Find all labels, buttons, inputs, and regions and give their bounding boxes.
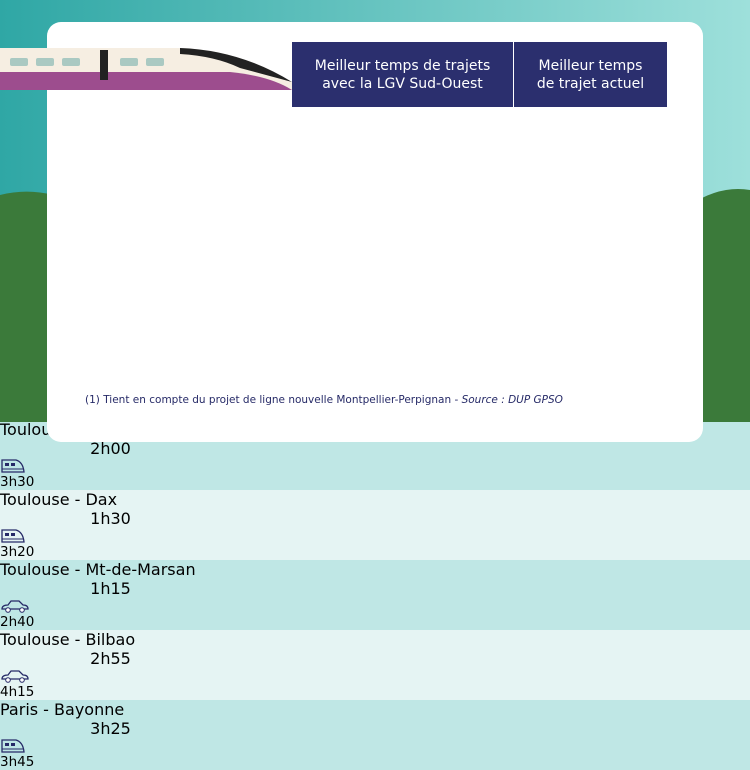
route: Paris - Bayonne xyxy=(0,700,125,719)
car-icon xyxy=(1,670,29,683)
route: Toulouse - Dax xyxy=(0,490,118,509)
header-current: Meilleur temps de trajet actuel xyxy=(514,42,667,107)
footnote-source: Source : DUP GPSO xyxy=(461,394,563,406)
current-time: 2h40 xyxy=(0,614,35,630)
current-time: 3h30 xyxy=(0,474,35,490)
route: Toulouse - Mt-de-Marsan xyxy=(0,560,196,579)
route: Toulouse - Bilbao xyxy=(0,630,136,649)
lgv-time: 3h25 xyxy=(0,719,221,738)
table-row: Toulouse - Mt-de-Marsan 1h15 2h40 xyxy=(0,560,750,630)
mode-icon xyxy=(0,598,750,614)
table-row: Toulouse - Bilbao 2h55 4h15 xyxy=(0,630,750,700)
mode-icon xyxy=(0,458,750,474)
mode-icon xyxy=(0,528,750,544)
footnote: (1) Tient en compte du projet de ligne n… xyxy=(85,394,563,406)
train-icon xyxy=(1,739,25,753)
footnote-text: (1) Tient en compte du projet de ligne n… xyxy=(85,394,462,406)
table-row: Toulouse - Dax 1h30 3h20 xyxy=(0,490,750,560)
train-illustration xyxy=(0,48,292,90)
train-icon xyxy=(1,459,25,473)
current-time: 3h45 xyxy=(0,754,35,770)
current-time: 4h15 xyxy=(0,684,35,700)
lgv-value: 1h30 xyxy=(90,509,131,528)
lgv-value: 3h25 xyxy=(90,719,131,738)
header-lgv: Meilleur temps de trajets avec la LGV Su… xyxy=(292,42,513,107)
mode-icon xyxy=(0,738,750,754)
lgv-time: 2h55 xyxy=(0,649,221,668)
car-icon xyxy=(1,600,29,613)
lgv-time: 1h15 xyxy=(0,579,221,598)
lgv-value: 2h55 xyxy=(90,649,131,668)
table-row: Paris - Bayonne 3h25 3h45 xyxy=(0,700,750,770)
current-time: 3h20 xyxy=(0,544,35,560)
train-icon xyxy=(1,529,25,543)
lgv-time: 1h30 xyxy=(0,509,221,528)
mode-icon xyxy=(0,668,750,684)
lgv-value: 1h15 xyxy=(90,579,131,598)
